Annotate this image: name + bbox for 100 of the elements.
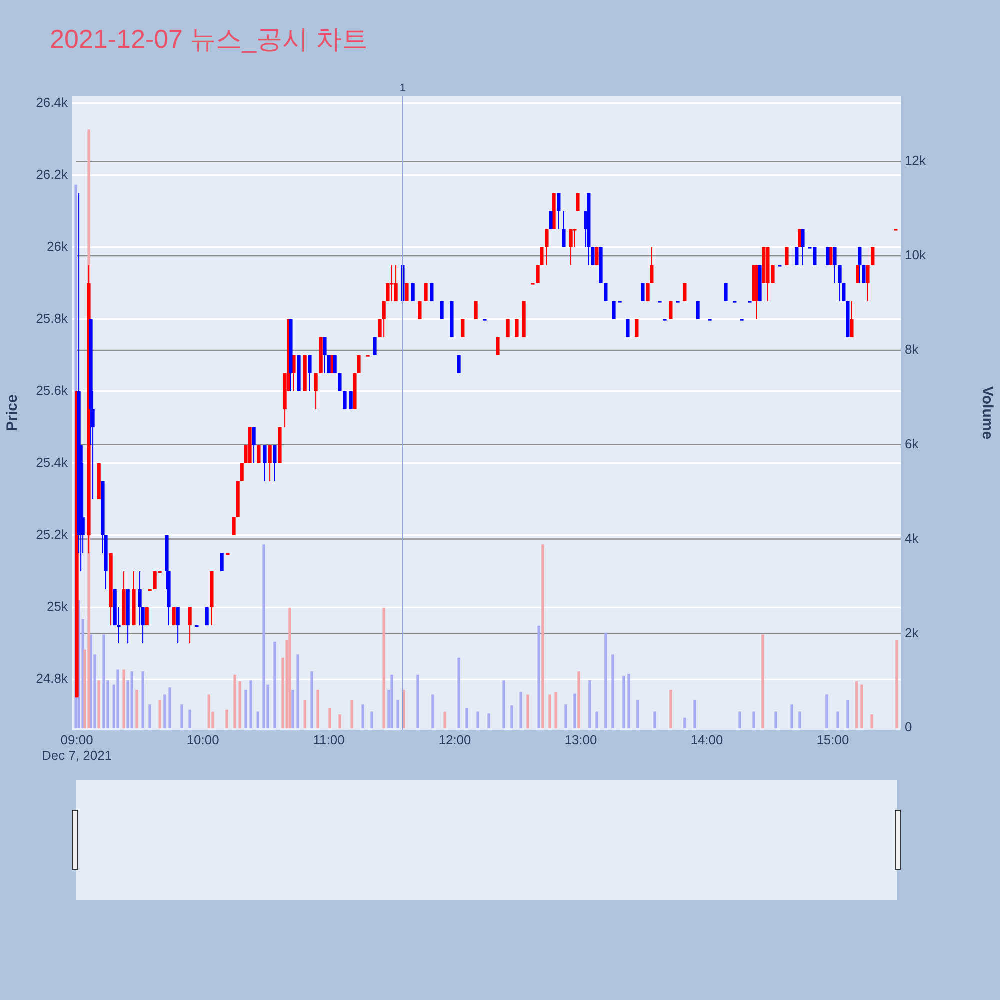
bar [328, 708, 332, 728]
candlestick [795, 246, 799, 266]
y2-tick-label: 4k [905, 530, 920, 546]
candlestick [506, 318, 510, 338]
candlestick [850, 300, 854, 338]
candlestick [562, 210, 566, 248]
y2-tick-label: 10k [905, 248, 926, 263]
bar [244, 690, 248, 728]
bar [526, 694, 530, 728]
x-tick-label: 15:00 [816, 732, 850, 748]
bar [622, 676, 626, 728]
candlestick [308, 354, 312, 392]
candlestick [205, 607, 209, 626]
bar [238, 682, 242, 728]
bar [564, 704, 568, 728]
bar [396, 700, 400, 728]
bar [860, 684, 864, 728]
candlestick [557, 192, 561, 230]
bar [520, 692, 522, 728]
bar [896, 640, 898, 728]
bar [870, 714, 874, 728]
bar [168, 688, 172, 728]
bar [262, 544, 266, 728]
y-tick-label: 26.2k [36, 166, 68, 182]
y-tick-label: 25.8k [36, 310, 68, 326]
x-tick-label: 14:00 [690, 732, 724, 748]
y2-tick-label: 2k [905, 625, 920, 640]
candlestick [252, 426, 256, 464]
candlestick [405, 282, 409, 302]
bar [684, 718, 686, 728]
bar [466, 708, 468, 728]
bar [738, 712, 742, 728]
bar [316, 690, 320, 728]
candlestick [378, 318, 382, 338]
bar [774, 712, 778, 728]
candlestick [862, 264, 866, 284]
bar [432, 694, 434, 728]
x-tick-label: 11:00 [313, 732, 345, 748]
candlestick [536, 264, 540, 284]
bar [180, 704, 184, 728]
candlestick [540, 246, 544, 266]
bar [670, 690, 672, 728]
candlestick [801, 228, 805, 266]
bar [226, 710, 228, 728]
candlestick [357, 354, 361, 374]
candlestick [327, 354, 331, 374]
y-tick-label: 25.6k [36, 382, 68, 398]
candlestick [314, 372, 318, 410]
candlestick [424, 282, 428, 302]
candlestick [833, 246, 837, 284]
bar [826, 694, 828, 728]
bar [390, 674, 394, 728]
candlestick [343, 390, 347, 410]
bar [158, 700, 162, 728]
bar [476, 712, 480, 728]
candlestick [635, 318, 639, 338]
bar [574, 694, 576, 728]
candlestick [724, 282, 728, 302]
candlestick [323, 336, 327, 374]
candlestick [650, 246, 654, 284]
candlestick [268, 444, 272, 482]
bar [694, 700, 696, 728]
bar [502, 680, 506, 728]
y-tick-label: 24.8k [36, 671, 68, 686]
annotation: 1 [400, 82, 406, 95]
bar [102, 634, 106, 728]
candlestick [176, 607, 180, 644]
bar [636, 700, 640, 728]
candlestick [573, 228, 577, 248]
candlestick [549, 210, 553, 230]
bar [296, 654, 300, 728]
candlestick [646, 282, 650, 302]
y-axis-title: Price [4, 394, 22, 432]
bar [362, 704, 364, 728]
x-tick-label: 09:00 Dec 7, 2021 [42, 732, 112, 763]
bar [304, 700, 306, 728]
candlestick [240, 462, 244, 482]
bar [338, 714, 342, 728]
bar [548, 694, 552, 728]
bar [370, 712, 374, 728]
bar [538, 626, 540, 728]
bar [250, 680, 252, 728]
candlestick [826, 246, 830, 266]
bar [628, 674, 630, 728]
candlestick [641, 282, 645, 302]
x-tick-label: 10:00 [186, 732, 220, 748]
candlestick [669, 300, 673, 320]
candlestick [232, 516, 236, 536]
bar [122, 670, 126, 728]
y-tick-label: 25.4k [36, 455, 68, 470]
candlestick [569, 228, 573, 266]
candlestick [382, 300, 386, 338]
candlestick [338, 372, 342, 392]
bar [542, 544, 544, 728]
candlestick [696, 300, 700, 320]
candlestick [838, 264, 842, 302]
candlestick [172, 607, 176, 626]
x-tick-label: 13:00 [564, 732, 598, 748]
bar [136, 690, 138, 728]
bar [604, 632, 608, 728]
